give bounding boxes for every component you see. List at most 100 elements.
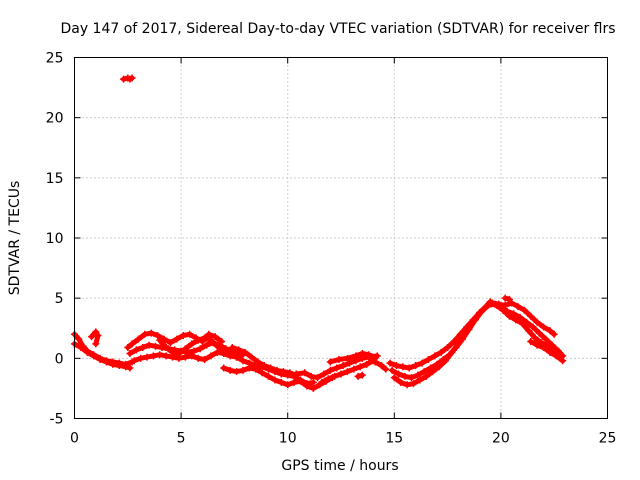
series-sdtvar-point [540,323,548,331]
series-sdtvar-point [134,335,142,343]
series-sdtvar-point [343,368,351,376]
series-sdtvar-point [122,363,130,371]
y-tick-label: -5 [50,412,64,428]
y-tick-label: 5 [55,291,64,307]
series-sdtvar-point [486,298,494,306]
series-sdtvar-point [128,74,136,82]
grid-lines [74,57,608,419]
series-sdtvar-point [173,335,181,343]
series-sdtvar-point [90,352,98,360]
series-sdtvar-point [228,344,236,352]
series-sdtvar-point [493,301,501,309]
series-sdtvar-point [241,348,249,356]
series-sdtvar-point [412,362,420,370]
series-sdtvar-point [226,350,234,358]
y-tick-label: 20 [46,111,64,127]
series-sdtvar-point [188,340,196,348]
series-sdtvar-point [407,374,415,382]
data-series-sdtvar [71,74,567,392]
y-tick-label: 10 [46,231,64,247]
series-sdtvar-point [409,380,417,388]
series-sdtvar-point [422,372,430,380]
series-sdtvar-point [437,348,445,356]
x-tick-label: 15 [385,431,403,447]
series-sdtvar-point [162,352,170,360]
series-sdtvar-point [535,329,543,337]
series-sdtvar-point [143,353,151,361]
series-sdtvar-point [542,335,550,343]
x-tick-label: 5 [177,431,186,447]
series-sdtvar-point [318,378,326,386]
series-sdtvar-point [267,364,275,372]
series-sdtvar-point [378,362,386,370]
x-tick-label: 10 [279,431,297,447]
y-tick-label: 0 [55,351,64,367]
series-sdtvar-point [371,353,379,361]
series-sdtvar-point [424,356,432,364]
series-sdtvar-point [96,356,104,364]
series-sdtvar-point [154,331,162,339]
series-sdtvar-point [324,375,332,383]
series-sdtvar-point [120,75,128,83]
series-sdtvar-point [145,341,153,349]
series-sdtvar-point [292,370,300,378]
series-sdtvar-point [277,378,285,386]
series-sdtvar-point [194,336,202,344]
series-sdtvar-track [157,335,316,387]
series-sdtvar-point [102,358,110,366]
series-sdtvar-point [429,368,437,376]
series-sdtvar-point [265,372,273,380]
series-sdtvar-point [126,364,134,372]
series-sdtvar-point [354,372,362,380]
series-sdtvar-point [358,371,366,379]
series-sdtvar-point [333,364,341,372]
series-sdtvar-point [331,372,339,380]
series-sdtvar-point [307,372,315,380]
series-sdtvar-point [201,356,209,364]
series-sdtvar-point [441,357,449,365]
series-sdtvar-point [213,342,221,350]
series-sdtvar-point [343,354,351,362]
series-sdtvar-point [405,364,413,372]
y-tick-label: 15 [46,171,64,187]
series-sdtvar-point [92,340,100,348]
series-sdtvar-point [363,360,371,368]
series-sdtvar-point [365,351,373,359]
series-sdtvar-point [350,365,358,373]
series-sdtvar-point [175,350,183,358]
y-tick-label: 25 [46,51,64,67]
series-sdtvar-point [254,358,262,366]
series-sdtvar-point [529,323,537,331]
series-sdtvar-point [109,360,117,368]
series-sdtvar-point [431,352,439,360]
series-sdtvar-point [337,370,345,378]
series-sdtvar-point [395,370,403,378]
series-sdtvar-point [326,366,334,374]
series-sdtvar-point [235,346,243,354]
series-sdtvar-point [190,347,198,355]
series-sdtvar-point [92,328,100,336]
series-sdtvar-point [141,330,149,338]
series-sdtvar-point [181,353,189,361]
series-sdtvar-point [130,357,138,365]
series-sdtvar-point [501,294,509,302]
series-sdtvar-point [356,363,364,371]
series-sdtvar-point [518,319,526,327]
series-sdtvar-point [207,352,215,360]
series-sdtvar-point [505,312,513,320]
series-sdtvar-point [533,318,541,326]
series-sdtvar-point [233,353,241,361]
series-sdtvar-point [166,339,174,347]
series-sdtvar-point [401,372,409,380]
series-sdtvar-point [418,359,426,367]
series-sdtvar-point [88,333,96,341]
series-sdtvar-point [260,362,268,370]
series-sdtvar-point [505,295,513,303]
series-sdtvar-point [461,330,469,338]
series-sdtvar-point [258,369,266,377]
series-sdtvar-point [213,348,221,356]
series-sdtvar-point [273,366,281,374]
series-sdtvar-point [137,354,145,362]
series-sdtvar-point [156,336,164,344]
